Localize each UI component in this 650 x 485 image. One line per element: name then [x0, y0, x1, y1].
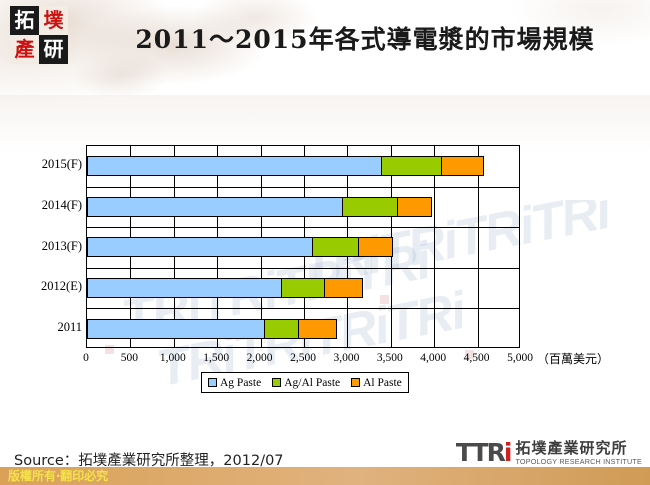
- x-tick-2500: 2,500: [290, 352, 316, 364]
- bar-segment-ag-paste[interactable]: [87, 237, 313, 258]
- legend-item[interactable]: Al Paste: [351, 377, 402, 389]
- bar-segment-ag-al-paste[interactable]: [342, 196, 399, 217]
- legend-item[interactable]: Ag/Al Paste: [272, 377, 340, 389]
- tri-mark-tt: TT: [455, 438, 489, 467]
- x-tick-500: 500: [120, 352, 139, 364]
- bar-segment-ag-al-paste[interactable]: [281, 278, 325, 299]
- y-axis-label-2011: 2011: [57, 319, 82, 334]
- tri-wordmark: TTRi: [455, 438, 512, 467]
- bar-segment-ag-paste[interactable]: [87, 278, 283, 299]
- stacked-bar[interactable]: [87, 237, 394, 258]
- stacked-bar[interactable]: [87, 318, 337, 339]
- x-tick-5000: 5,000: [507, 352, 533, 364]
- bar-segment-ag-paste[interactable]: [87, 156, 383, 177]
- tri-logo-words: 拓墣產業研究所 TOPOLOGY RESEARCH INSTITUTE: [515, 438, 642, 466]
- chart-row-separator: [87, 267, 519, 269]
- logo-char-ta: 墣: [39, 6, 68, 35]
- chart-category-row: [87, 308, 519, 349]
- tri-mark-i: i: [503, 438, 512, 467]
- chart-row-separator: [87, 227, 519, 229]
- footer-copyright: 版權所有‧翻印必究: [8, 469, 109, 483]
- x-axis-unit-label: （百萬美元）: [537, 352, 610, 366]
- chart-row-separator: [87, 308, 519, 310]
- legend-swatch-icon: [272, 378, 282, 387]
- bar-segment-ag-al-paste[interactable]: [311, 237, 360, 258]
- x-tick-1000: 1,000: [159, 352, 186, 364]
- tri-name-english: TOPOLOGY RESEARCH INSTITUTE: [515, 456, 642, 466]
- stacked-bar[interactable]: [87, 278, 363, 299]
- x-tick-3000: 3,000: [333, 352, 360, 364]
- legend-swatch-icon: [208, 378, 217, 387]
- x-tick-1500: 1,500: [203, 352, 230, 364]
- marble-background-texture: [0, 0, 650, 120]
- source-note: Source：拓墣產業研究所整理，2012/07: [14, 453, 284, 469]
- chart-plot-area: [86, 145, 520, 348]
- bar-segment-ag-paste[interactable]: [87, 196, 344, 217]
- bar-segment-al-paste[interactable]: [397, 196, 433, 217]
- stacked-bar[interactable]: [87, 156, 485, 177]
- tri-name-chinese: 拓墣產業研究所: [515, 438, 628, 457]
- logo-char-tuo: 拓: [10, 6, 39, 35]
- bar-segment-ag-paste[interactable]: [87, 318, 265, 339]
- chart-gridline: [477, 146, 479, 347]
- chart-category-row: [87, 227, 519, 268]
- stacked-bar[interactable]: [87, 196, 433, 217]
- legend-label: Ag Paste: [220, 376, 262, 389]
- x-tick-2000: 2,000: [246, 352, 273, 364]
- chart-category-row: [87, 187, 519, 228]
- page-title: 2011～2015年各式導電漿的市場規模: [135, 25, 595, 54]
- x-axis-tick-labels: 0 500 1,000 1,500 2,000 2,500 3,000 3,500 4,000 4…: [0, 352, 650, 372]
- legend-item[interactable]: Ag Paste: [208, 377, 261, 389]
- bar-segment-al-paste[interactable]: [358, 237, 394, 258]
- x-tick-4500: 4,500: [463, 352, 490, 364]
- y-axis-label-2014f: 2014(F): [41, 197, 82, 212]
- footer-gradient: [0, 467, 650, 485]
- y-axis-category-labels: 2015(F) 2014(F) 2013(F) 2012(E) 2011: [10, 145, 82, 348]
- x-tick-3500: 3,500: [376, 352, 403, 364]
- bar-segment-al-paste[interactable]: [440, 156, 485, 177]
- bar-segment-ag-al-paste[interactable]: [263, 318, 299, 339]
- chart-category-row: [87, 268, 519, 309]
- y-axis-label-2013f: 2013(F): [41, 238, 82, 253]
- legend-label: Ag/Al Paste: [284, 376, 341, 389]
- legend-swatch-icon: [351, 378, 361, 387]
- tri-corner-logo: 拓 墣 產 研: [10, 6, 68, 64]
- tri-institute-logo: TTRi 拓墣產業研究所 TOPOLOGY RESEARCH INSTITUTE: [455, 438, 642, 467]
- bar-segment-ag-al-paste[interactable]: [381, 156, 442, 177]
- tri-mark-r: R: [486, 438, 506, 467]
- chart-gridline: [434, 146, 436, 347]
- logo-char-chan: 產: [10, 35, 39, 64]
- y-axis-label-2015f: 2015(F): [41, 157, 82, 172]
- chart-area: 2015(F) 2014(F) 2013(F) 2012(E) 2011 0 500 1,0…: [0, 125, 650, 395]
- chart-row-separator: [87, 186, 519, 188]
- chart-category-row: [87, 146, 519, 187]
- x-tick-4000: 4,000: [420, 352, 447, 364]
- y-axis-label-2012e: 2012(E): [41, 279, 82, 294]
- bar-segment-al-paste[interactable]: [297, 318, 337, 339]
- logo-char-yan: 研: [39, 35, 68, 64]
- footer-bar: [0, 467, 650, 485]
- bar-segment-al-paste[interactable]: [323, 278, 363, 299]
- chart-legend: Ag Paste Ag/Al Paste Al Paste: [201, 372, 409, 393]
- x-tick-0: 0: [83, 352, 89, 364]
- legend-label: Al Paste: [363, 376, 402, 389]
